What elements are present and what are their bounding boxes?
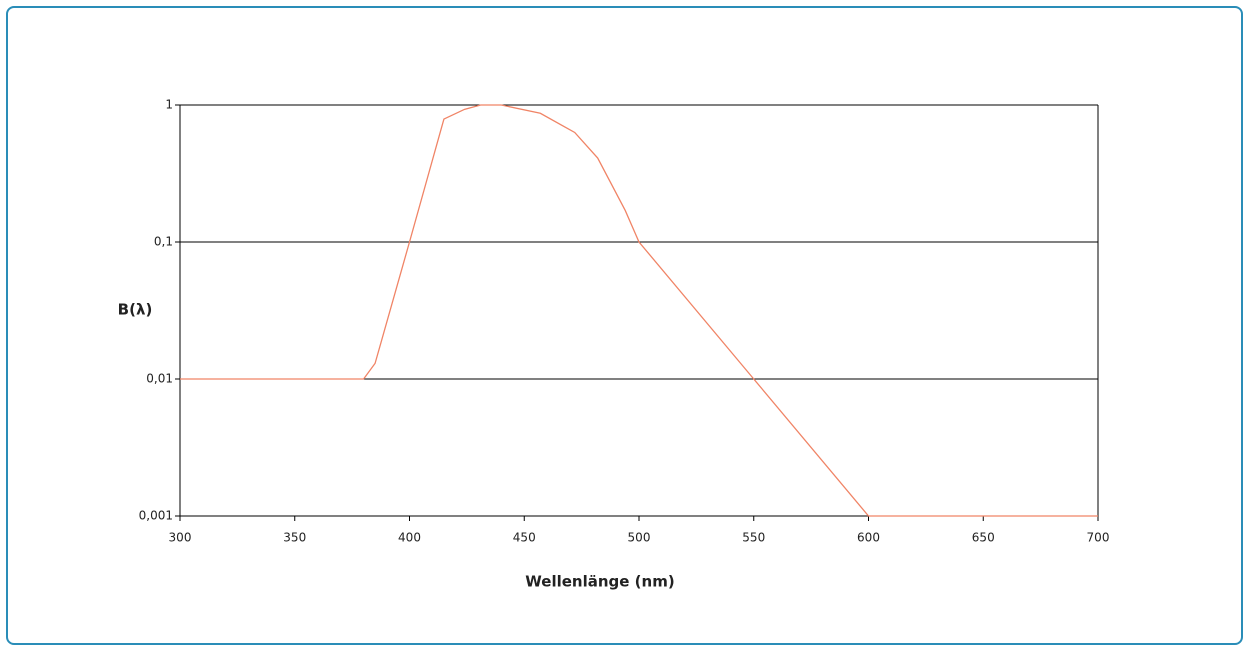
y-tick-label: 0,01: [146, 372, 173, 386]
x-tick-label: 500: [628, 531, 651, 545]
y-axis-label: B(λ): [118, 301, 153, 319]
x-tick-label: 600: [857, 531, 880, 545]
x-tick-label: 700: [1087, 531, 1110, 545]
y-tick-label: 1: [165, 98, 173, 112]
y-tick-label: 0,001: [139, 509, 173, 523]
data-line: [180, 104, 1098, 517]
x-axis-label: Wellenlänge (nm): [525, 573, 674, 591]
x-tick-label: 350: [283, 531, 306, 545]
x-tick-label: 300: [169, 531, 192, 545]
x-tick-label: 450: [513, 531, 536, 545]
x-tick-label: 650: [972, 531, 995, 545]
x-tick-label: 400: [398, 531, 421, 545]
frame: [6, 6, 1243, 645]
y-tick-label: 0,1: [154, 235, 173, 249]
x-tick-label: 550: [742, 531, 765, 545]
